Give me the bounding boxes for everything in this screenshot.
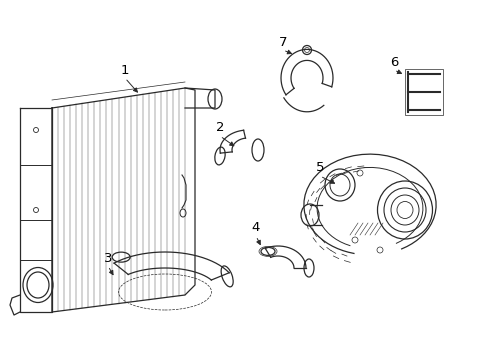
Text: 4: 4 <box>251 221 260 234</box>
Bar <box>404 69 442 115</box>
Text: 3: 3 <box>103 252 112 265</box>
Text: 1: 1 <box>121 63 129 77</box>
Text: 5: 5 <box>315 162 324 175</box>
Text: 2: 2 <box>215 121 224 135</box>
Text: 7: 7 <box>278 36 286 49</box>
Text: 6: 6 <box>389 55 397 68</box>
